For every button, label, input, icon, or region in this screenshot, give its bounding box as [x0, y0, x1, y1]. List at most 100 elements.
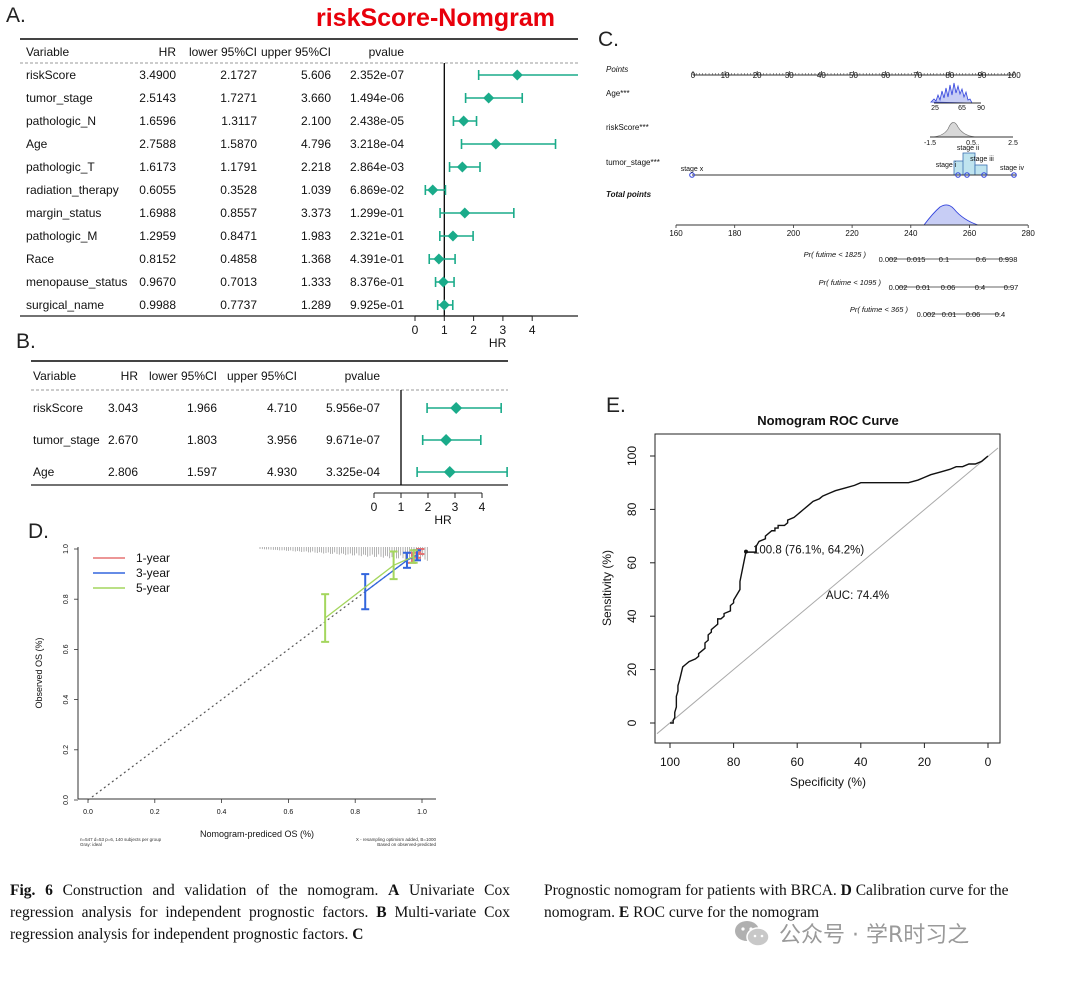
forest-axis-tick-label: 0 [371, 500, 378, 514]
calibration-legend-label: 3-year [136, 566, 170, 580]
roc-y-tick-label: 40 [625, 609, 639, 623]
forest-header-cell: Variable [26, 45, 69, 59]
forest-cell-pvalue: 2.864e-03 [350, 160, 404, 174]
forest-header-cell: upper 95%CI [227, 369, 297, 383]
forest-cell-lower: 1.803 [187, 433, 217, 447]
forest-cell-hr: 2.670 [108, 433, 138, 447]
forest-cell-upper: 1.983 [301, 229, 331, 243]
calibration-y-tick-label: 0.4 [63, 695, 70, 705]
forest-header-cell: HR [159, 45, 177, 59]
panel-b-letter: B. [16, 330, 36, 353]
calibration-y-tick-label: 0.2 [63, 745, 70, 755]
nomogram-total-points-scale: 160 180 200 220 240 260 280 [669, 225, 1035, 238]
caption-panel-ref: B [376, 904, 387, 921]
nomogram-age-label: Age*** [606, 89, 630, 98]
forest-cell-lower: 0.8471 [220, 229, 257, 243]
calibration-x-tick-label: 0.6 [284, 809, 294, 816]
forest-cell-lower: 1.5870 [220, 137, 257, 151]
roc-y-label: Sensitivity (%) [600, 550, 614, 626]
figure-caption-right: Prognostic nomogram for patients with BR… [544, 880, 1044, 924]
forest-axis-tick-label: 1 [398, 500, 405, 514]
forest-cell-pvalue: 2.438e-05 [350, 114, 404, 128]
forest-cell-upper: 5.606 [301, 68, 331, 82]
forest-cell-pvalue: 4.391e-01 [350, 252, 404, 266]
roc-y-tick-label: 60 [625, 556, 639, 570]
stage-tick: stage x [681, 166, 704, 173]
caption-text: Construction and validation of the nomog… [52, 882, 389, 899]
forest-cell-variable: surgical_name [26, 298, 104, 312]
forest-hr-point [440, 434, 453, 446]
roc-curve [670, 455, 989, 724]
forest-cell-upper: 1.368 [301, 252, 331, 266]
age-density [930, 82, 973, 104]
forest-a-header-row: Variable HR lower 95%CI upper 95%CI pvalue [26, 45, 404, 59]
calibration-note: Gray: ideal [80, 842, 102, 847]
roc-y-tick-label: 0 [625, 719, 639, 726]
roc-threshold-label: 100.8 (76.1%, 64.2%) [753, 545, 864, 557]
forest-cell-variable: margin_status [26, 206, 101, 220]
forest-cell-variable: pathologic_N [26, 114, 96, 128]
forest-cell-variable: tumor_stage [26, 91, 93, 105]
probability-tick-label: 0.06 [941, 283, 956, 292]
calibration-y-tick-label: 0.8 [63, 594, 70, 604]
nomogram-riskscore-label: riskScore*** [606, 123, 649, 132]
probability-tick-label: 0.06 [966, 310, 981, 319]
forest-hr-point [458, 115, 470, 127]
forest-cell-lower: 1.1791 [220, 160, 257, 174]
probability-scale-label: Pr( futime < 1095 ) [819, 278, 882, 287]
caption-text: Multi-variate Cox regression analysis fo… [10, 904, 510, 943]
stage-tick: stage iv [1000, 165, 1025, 172]
total-points-tick-label: 180 [728, 229, 742, 238]
watermark-text: 公众号 · 学R时习之 [779, 923, 970, 948]
forest-b-x-label: HR [434, 513, 452, 527]
forest-cell-lower: 1.597 [187, 465, 217, 479]
calibration-axis-ticks: 0.0 0.0 0.2 0.2 0.4 0.4 0.6 0.6 0.8 0.8 1.0 1.0 [63, 544, 427, 816]
forest-cell-hr: 0.6055 [139, 183, 176, 197]
total-points-tick-label: 200 [787, 229, 801, 238]
forest-cell-lower: 1.966 [187, 401, 217, 415]
probability-scale-label: Pr( futime < 1825 ) [804, 250, 867, 259]
roc-threshold-point [744, 549, 749, 554]
forest-axis-tick-label: 4 [529, 323, 536, 337]
roc-x-tick-label: 60 [791, 755, 805, 769]
roc-y-tick-label: 20 [625, 663, 639, 677]
forest-axis-tick-label: 4 [479, 500, 486, 514]
riskscore-stage-note: stage ii [957, 145, 980, 152]
forest-header-cell: HR [121, 369, 139, 383]
forest-cell-pvalue: 1.494e-06 [350, 91, 404, 105]
forest-cell-hr: 1.2959 [139, 229, 176, 243]
forest-header-cell: Variable [33, 369, 76, 383]
riskscore-tick: 0.5 [966, 140, 976, 147]
riskscore-tick: -1.5 [924, 140, 936, 147]
calibration-x-tick-label: 0.4 [217, 809, 227, 816]
nomogram-total-points-label: Total points [606, 190, 652, 199]
panel-c-letter: C. [598, 28, 619, 51]
forest-cell-variable: Age [33, 465, 55, 479]
calibration-series [321, 548, 425, 643]
total-points-tick-label: 260 [963, 229, 977, 238]
forest-cell-upper: 2.218 [301, 160, 331, 174]
forest-hr-point [511, 69, 523, 81]
panel-a-letter: A. [6, 4, 26, 27]
figure-label: Fig. 6 [10, 882, 53, 899]
age-tick: 65 [958, 105, 966, 112]
forest-hr-point [447, 230, 459, 242]
forest-cell-pvalue: 6.869e-02 [350, 183, 404, 197]
panel-e-letter: E. [606, 394, 626, 417]
probability-tick-label: 0.1 [939, 255, 949, 264]
forest-cell-pvalue: 2.321e-01 [350, 229, 404, 243]
roc-x-tick-label: 100 [660, 755, 680, 769]
calibration-y-tick-label: 0.6 [63, 644, 70, 654]
panel-a-title: riskScore-Nomgram [316, 4, 555, 32]
points-tick-label: 60 [881, 71, 890, 80]
forest-cell-lower: 1.7271 [220, 91, 257, 105]
calibration-y-label: Observed OS (%) [34, 637, 44, 708]
calibration-x-tick-label: 0.0 [83, 809, 93, 816]
forest-cell-pvalue: 1.299e-01 [350, 206, 404, 220]
forest-hr-point [438, 299, 450, 311]
forest-hr-point [456, 161, 468, 173]
total-points-tick-label: 220 [845, 229, 859, 238]
riskscore-tick: 2.5 [1008, 140, 1018, 147]
probability-tick-label: 0.97 [1004, 283, 1019, 292]
points-tick-label: 10 [721, 71, 730, 80]
